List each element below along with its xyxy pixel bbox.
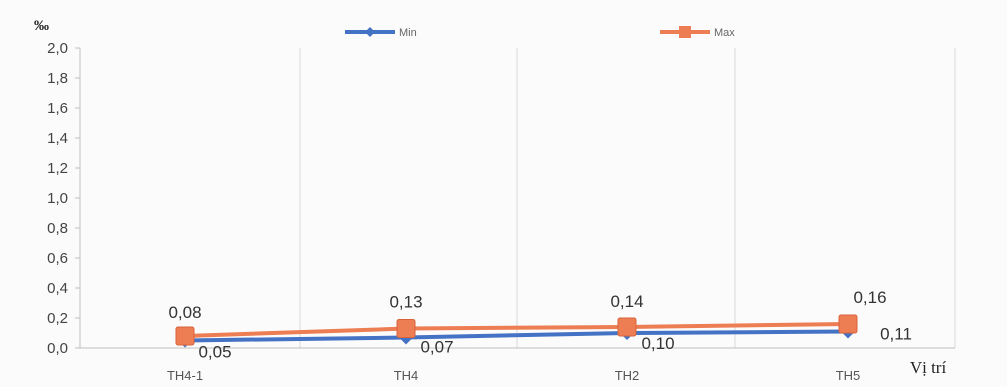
data-label-min: 0,05 — [198, 343, 231, 362]
data-label-max: 0,13 — [389, 293, 422, 312]
data-point-max — [839, 315, 857, 333]
x-tick-label: TH2 — [615, 368, 640, 383]
y-tick-label: 0,0 — [47, 340, 68, 357]
data-label-min: 0,10 — [641, 334, 674, 353]
x-tick-label: TH4-1 — [167, 368, 203, 383]
y-tick-label: 0,6 — [47, 250, 68, 267]
y-tick-label: 1,8 — [47, 70, 68, 87]
x-tick-label: TH5 — [836, 368, 861, 383]
y-unit-label: ‰ — [34, 18, 49, 34]
legend-label-min: Min — [399, 27, 417, 39]
y-tick-label: 1,0 — [47, 190, 68, 207]
legend-marker-min — [365, 27, 375, 37]
data-point-max — [397, 320, 415, 338]
data-point-max — [176, 327, 194, 345]
y-tick-label: 0,8 — [47, 220, 68, 237]
legend-marker-max — [679, 26, 691, 38]
y-tick-label: 1,2 — [47, 160, 68, 177]
y-tick-label: 0,2 — [47, 310, 68, 327]
y-tick-label: 2,0 — [47, 40, 68, 57]
data-label-max: 0,08 — [168, 303, 201, 322]
x-axis-label: Vị trí — [910, 358, 947, 377]
y-tick-label: 0,4 — [47, 280, 68, 297]
y-tick-label: 1,4 — [47, 130, 68, 147]
legend-label-max: Max — [714, 27, 735, 39]
data-label-max: 0,16 — [853, 288, 886, 307]
data-point-max — [618, 318, 636, 336]
data-label-min: 0,11 — [880, 325, 912, 344]
data-label-max: 0,14 — [610, 292, 643, 311]
x-tick-label: TH4 — [394, 368, 419, 383]
data-label-min: 0,07 — [420, 338, 453, 357]
y-tick-label: 1,6 — [47, 100, 68, 117]
